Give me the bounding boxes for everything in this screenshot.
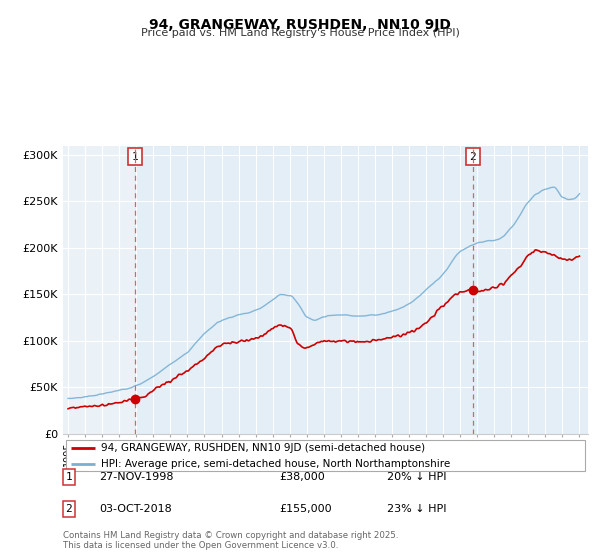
Text: £155,000: £155,000 <box>279 504 332 514</box>
Bar <box>135 146 588 434</box>
Text: Price paid vs. HM Land Registry's House Price Index (HPI): Price paid vs. HM Land Registry's House … <box>140 28 460 38</box>
Text: 2: 2 <box>470 152 476 162</box>
Text: 03-OCT-2018: 03-OCT-2018 <box>99 504 172 514</box>
Text: 94, GRANGEWAY, RUSHDEN,  NN10 9JD: 94, GRANGEWAY, RUSHDEN, NN10 9JD <box>149 18 451 32</box>
Text: 23% ↓ HPI: 23% ↓ HPI <box>387 504 446 514</box>
Text: 94, GRANGEWAY, RUSHDEN, NN10 9JD (semi-detached house): 94, GRANGEWAY, RUSHDEN, NN10 9JD (semi-d… <box>101 443 425 453</box>
Text: 1: 1 <box>131 152 139 162</box>
Text: 2: 2 <box>65 504 73 514</box>
Text: HPI: Average price, semi-detached house, North Northamptonshire: HPI: Average price, semi-detached house,… <box>101 459 450 469</box>
Text: £38,000: £38,000 <box>279 472 325 482</box>
Text: 27-NOV-1998: 27-NOV-1998 <box>99 472 173 482</box>
Text: 20% ↓ HPI: 20% ↓ HPI <box>387 472 446 482</box>
Text: 1: 1 <box>65 472 73 482</box>
FancyBboxPatch shape <box>65 440 586 472</box>
Text: Contains HM Land Registry data © Crown copyright and database right 2025.
This d: Contains HM Land Registry data © Crown c… <box>63 530 398 550</box>
